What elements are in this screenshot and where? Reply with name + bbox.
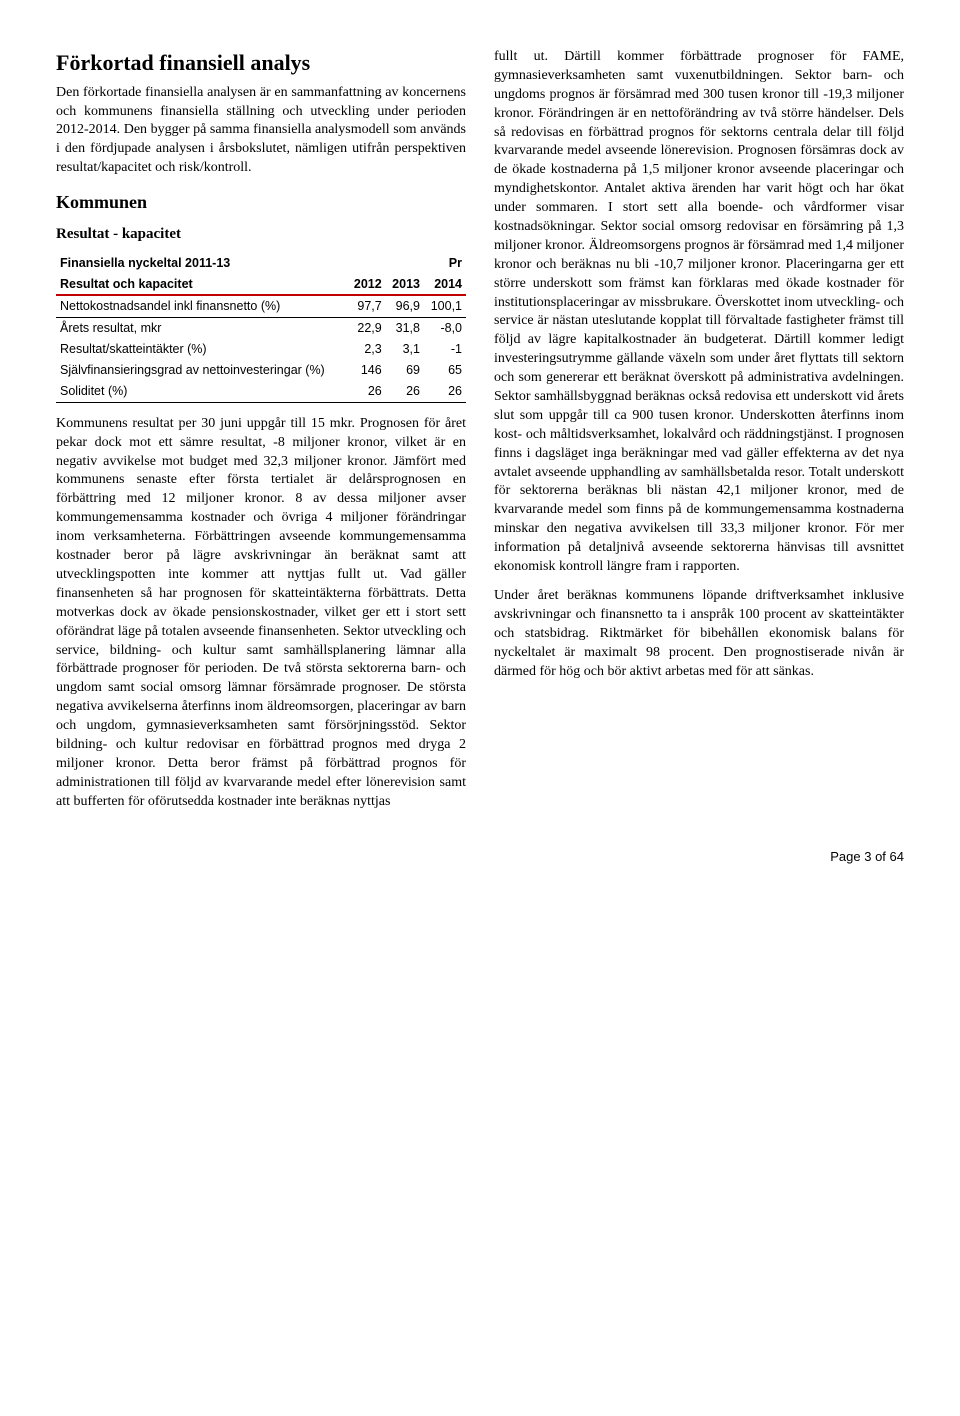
table-title-left: Finansiella nyckeltal 2011-13 [56, 253, 424, 274]
page-footer: Page 3 of 64 [56, 848, 904, 866]
table-row-label: Årets resultat, mkr [56, 318, 347, 339]
right-body-paragraph-1: fullt ut. Därtill kommer förbättrade pro… [494, 48, 904, 577]
table-cell: 31,8 [386, 318, 424, 339]
right-body-paragraph-2: Under året beräknas kommunens löpande dr… [494, 587, 904, 681]
table-cell: 100,1 [424, 295, 466, 317]
table-cell: 26 [386, 381, 424, 402]
table-row-label: Soliditet (%) [56, 381, 347, 402]
page-title: Förkortad finansiell analys [56, 48, 466, 78]
section-heading-kommunen: Kommunen [56, 190, 466, 214]
finance-table: Finansiella nyckeltal 2011-13 Pr Resulta… [56, 253, 466, 403]
finance-table-element: Finansiella nyckeltal 2011-13 Pr Resulta… [56, 253, 466, 403]
table-col-2: 2014 [424, 274, 466, 296]
table-cell: 65 [424, 360, 466, 381]
left-body-paragraph: Kommunens resultat per 30 juni uppgår ti… [56, 415, 466, 812]
table-row-label: Nettokostnadsandel inkl finansnetto (%) [56, 295, 347, 317]
intro-paragraph: Den förkortade finansiella analysen är e… [56, 84, 466, 178]
table-cell: 69 [386, 360, 424, 381]
table-col-1: 2013 [386, 274, 424, 296]
table-cell: 26 [347, 381, 385, 402]
table-cell: 146 [347, 360, 385, 381]
table-cell: 96,9 [386, 295, 424, 317]
table-cell: -1 [424, 339, 466, 360]
table-row-label: Självfinansieringsgrad av nettoinvesteri… [56, 360, 347, 381]
left-column: Förkortad finansiell analys Den förkorta… [56, 48, 466, 812]
table-col-0: 2012 [347, 274, 385, 296]
table-cell: 26 [424, 381, 466, 402]
table-cell: 97,7 [347, 295, 385, 317]
table-title-right: Pr [424, 253, 466, 274]
table-cell: 3,1 [386, 339, 424, 360]
table-cell: -8,0 [424, 318, 466, 339]
subsection-heading-resultat: Resultat - kapacitet [56, 224, 466, 244]
table-row-label: Resultat/skatteintäkter (%) [56, 339, 347, 360]
table-subheader: Resultat och kapacitet [56, 274, 347, 296]
right-column: fullt ut. Därtill kommer förbättrade pro… [494, 48, 904, 812]
table-cell: 22,9 [347, 318, 385, 339]
table-cell: 2,3 [347, 339, 385, 360]
